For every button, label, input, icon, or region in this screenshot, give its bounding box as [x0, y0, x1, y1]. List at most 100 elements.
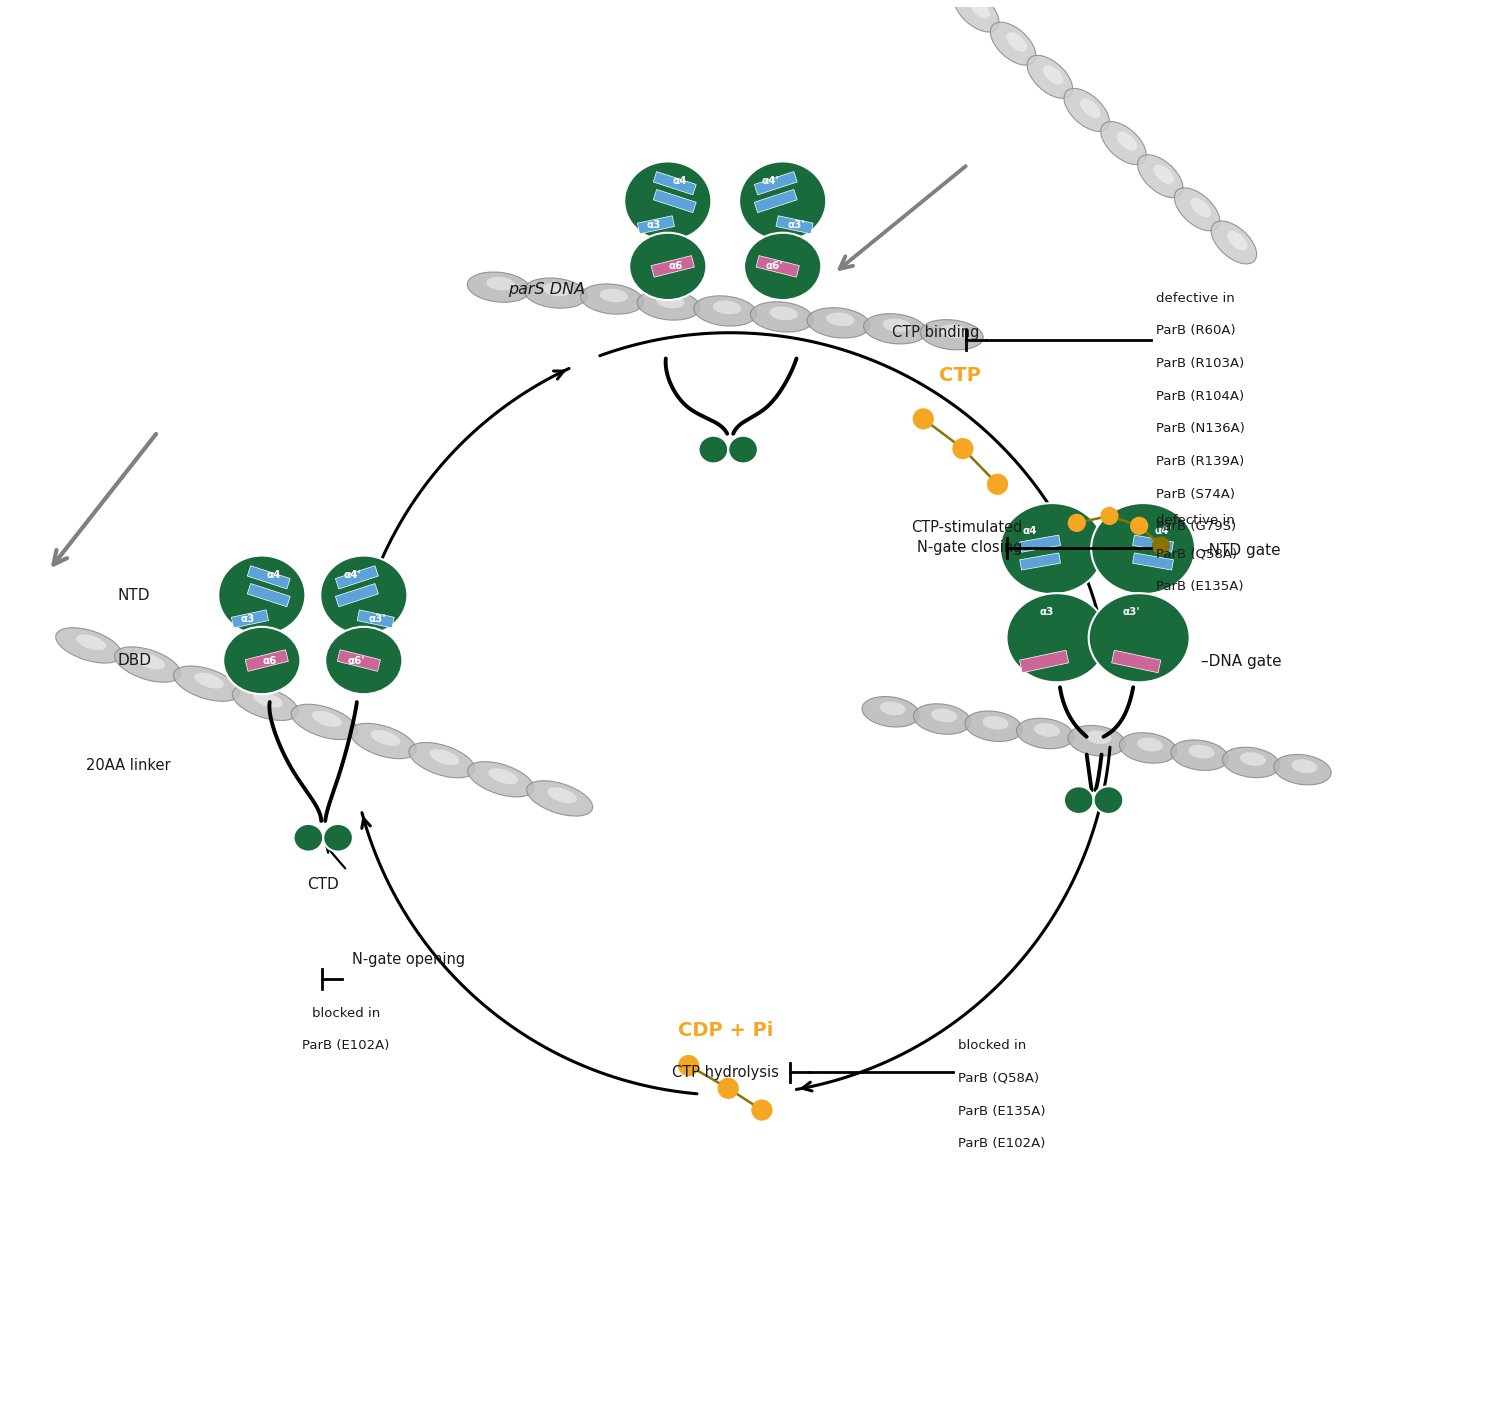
Bar — [754, 172, 796, 195]
Ellipse shape — [1137, 738, 1162, 752]
Ellipse shape — [429, 749, 459, 765]
Ellipse shape — [750, 302, 813, 332]
Bar — [357, 609, 395, 628]
Ellipse shape — [921, 319, 984, 350]
Bar — [654, 189, 696, 212]
Ellipse shape — [1017, 718, 1074, 749]
Ellipse shape — [1086, 731, 1112, 745]
Text: α3': α3' — [369, 614, 387, 624]
Ellipse shape — [174, 666, 240, 702]
Ellipse shape — [990, 23, 1036, 66]
Ellipse shape — [1068, 725, 1125, 756]
Circle shape — [718, 1078, 738, 1098]
Ellipse shape — [466, 272, 530, 302]
Text: defective in: defective in — [1156, 514, 1234, 527]
Ellipse shape — [1210, 221, 1257, 263]
Text: ParB (G79S): ParB (G79S) — [1156, 520, 1236, 534]
Text: ParB (E102A): ParB (E102A) — [958, 1138, 1046, 1151]
Text: CTP: CTP — [939, 366, 981, 384]
Text: α6': α6' — [766, 262, 783, 272]
Circle shape — [678, 1055, 699, 1075]
Ellipse shape — [56, 628, 122, 664]
Text: parS DNA: parS DNA — [509, 282, 585, 296]
Ellipse shape — [879, 702, 906, 715]
Ellipse shape — [1007, 594, 1107, 682]
Ellipse shape — [486, 276, 514, 290]
Ellipse shape — [135, 654, 165, 669]
Ellipse shape — [1000, 503, 1104, 594]
Ellipse shape — [827, 312, 855, 326]
Ellipse shape — [548, 787, 578, 803]
Circle shape — [752, 1101, 772, 1121]
Bar — [756, 255, 800, 278]
Bar — [776, 216, 813, 234]
Bar — [1020, 651, 1068, 672]
Text: N-gate opening: N-gate opening — [352, 953, 465, 967]
Ellipse shape — [489, 769, 518, 785]
Bar — [1132, 553, 1173, 570]
Text: blocked in: blocked in — [958, 1040, 1026, 1052]
Ellipse shape — [657, 295, 684, 308]
Bar — [248, 584, 290, 607]
Ellipse shape — [410, 742, 476, 778]
Ellipse shape — [580, 283, 644, 315]
Text: α6': α6' — [346, 655, 364, 665]
Bar — [1132, 535, 1173, 553]
Ellipse shape — [526, 780, 592, 816]
Text: ParB (E135A): ParB (E135A) — [958, 1105, 1046, 1118]
Ellipse shape — [1222, 748, 1280, 778]
Ellipse shape — [699, 436, 728, 463]
Bar — [338, 649, 381, 671]
Circle shape — [952, 439, 974, 459]
Text: NTD: NTD — [118, 588, 150, 602]
Ellipse shape — [914, 703, 970, 735]
Ellipse shape — [864, 313, 927, 345]
Text: α4': α4' — [344, 571, 362, 581]
Text: α6: α6 — [262, 655, 278, 665]
Text: defective in: defective in — [1156, 292, 1234, 305]
Ellipse shape — [524, 278, 586, 308]
Text: α4: α4 — [267, 571, 280, 581]
Ellipse shape — [712, 300, 741, 315]
Ellipse shape — [1191, 198, 1210, 218]
Ellipse shape — [1227, 231, 1248, 251]
Ellipse shape — [1172, 740, 1228, 770]
Ellipse shape — [1292, 759, 1317, 773]
Ellipse shape — [254, 692, 282, 708]
Text: –NTD gate: –NTD gate — [1200, 543, 1280, 558]
Ellipse shape — [628, 232, 706, 300]
Ellipse shape — [1188, 745, 1215, 759]
Ellipse shape — [224, 627, 300, 693]
Ellipse shape — [954, 0, 999, 31]
Ellipse shape — [468, 762, 534, 797]
Text: –DNA gate: –DNA gate — [1200, 654, 1281, 669]
Ellipse shape — [770, 306, 798, 320]
Bar — [651, 255, 694, 278]
Ellipse shape — [728, 436, 758, 463]
Ellipse shape — [932, 709, 957, 722]
Ellipse shape — [232, 685, 298, 721]
Bar — [754, 189, 796, 212]
Bar — [1020, 553, 1060, 570]
Text: ParB (R103A): ParB (R103A) — [1156, 357, 1245, 370]
Ellipse shape — [1089, 594, 1190, 682]
Ellipse shape — [1028, 56, 1072, 98]
Text: α3: α3 — [646, 219, 662, 229]
Text: ParB (R60A): ParB (R60A) — [1156, 325, 1236, 337]
Ellipse shape — [964, 711, 1023, 742]
Ellipse shape — [982, 716, 1008, 729]
Text: ParB (E102A): ParB (E102A) — [303, 1040, 390, 1052]
Text: α3: α3 — [242, 614, 255, 624]
Text: blocked in: blocked in — [312, 1007, 380, 1020]
Ellipse shape — [884, 319, 910, 332]
Text: CTP hydrolysis: CTP hydrolysis — [672, 1065, 778, 1079]
Ellipse shape — [638, 290, 700, 320]
Bar — [1112, 651, 1161, 672]
Ellipse shape — [1094, 786, 1124, 815]
Text: ParB (S74A): ParB (S74A) — [1156, 487, 1234, 501]
Bar — [1020, 535, 1060, 553]
Text: ParB (E135A): ParB (E135A) — [1156, 580, 1244, 592]
Bar — [654, 172, 696, 195]
Ellipse shape — [320, 555, 408, 635]
Text: α6: α6 — [669, 262, 682, 272]
